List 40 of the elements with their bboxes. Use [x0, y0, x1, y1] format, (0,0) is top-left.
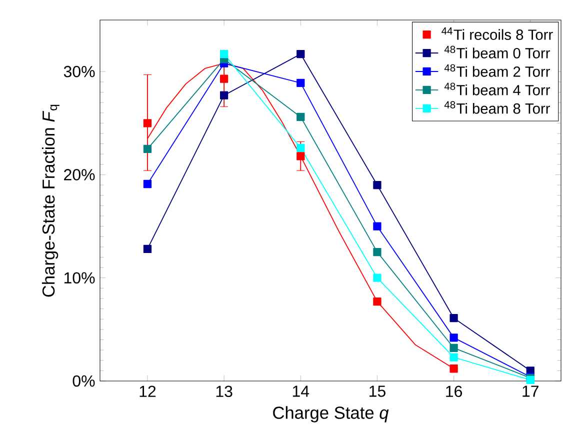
legend-label: $^{48}$Ti beam 4 Torr — [444, 82, 550, 96]
point — [220, 74, 228, 83]
x-tick-label: 15 — [370, 386, 386, 397]
point — [296, 78, 305, 87]
point — [220, 91, 228, 100]
x-axis-title: Charge State q — [273, 406, 389, 422]
point — [450, 334, 458, 342]
legend-label: $^{44}$Ti recoils 8 Torr — [442, 27, 553, 40]
legend-label: $^{48}$Ti beam 2 Torr — [444, 64, 550, 77]
point — [143, 119, 152, 128]
y-tick-label: 20% — [64, 169, 95, 180]
point — [143, 244, 152, 254]
x-tick-label: 14 — [292, 386, 310, 397]
x-tick-label: 17 — [522, 386, 538, 397]
y-tick-label: 0% — [72, 375, 95, 387]
point — [296, 152, 305, 160]
point — [450, 314, 458, 322]
x-tick-label: 12 — [140, 386, 156, 397]
point — [373, 180, 382, 190]
point — [373, 274, 382, 282]
y-axis-title: Charge-State Fraction F$_{q}$ — [42, 104, 60, 297]
point — [143, 180, 152, 188]
point — [450, 344, 458, 352]
y-tick-label: 30% — [64, 66, 95, 78]
point — [373, 248, 382, 256]
x-tick-label: 13 — [216, 386, 232, 398]
point — [373, 298, 382, 306]
point — [373, 222, 382, 230]
point — [450, 364, 458, 373]
point — [450, 353, 458, 362]
x-tick-label: 16 — [446, 386, 462, 398]
legend-label: $^{48}$Ti beam 0 Torr — [444, 46, 550, 58]
point — [296, 144, 305, 152]
point — [143, 144, 152, 153]
y-tick-label: 10% — [64, 272, 95, 284]
point — [526, 376, 534, 384]
point — [296, 112, 305, 122]
legend-label: $^{48}$Ti beam 8 Torr — [444, 101, 550, 114]
point — [296, 50, 305, 58]
point — [220, 50, 228, 58]
